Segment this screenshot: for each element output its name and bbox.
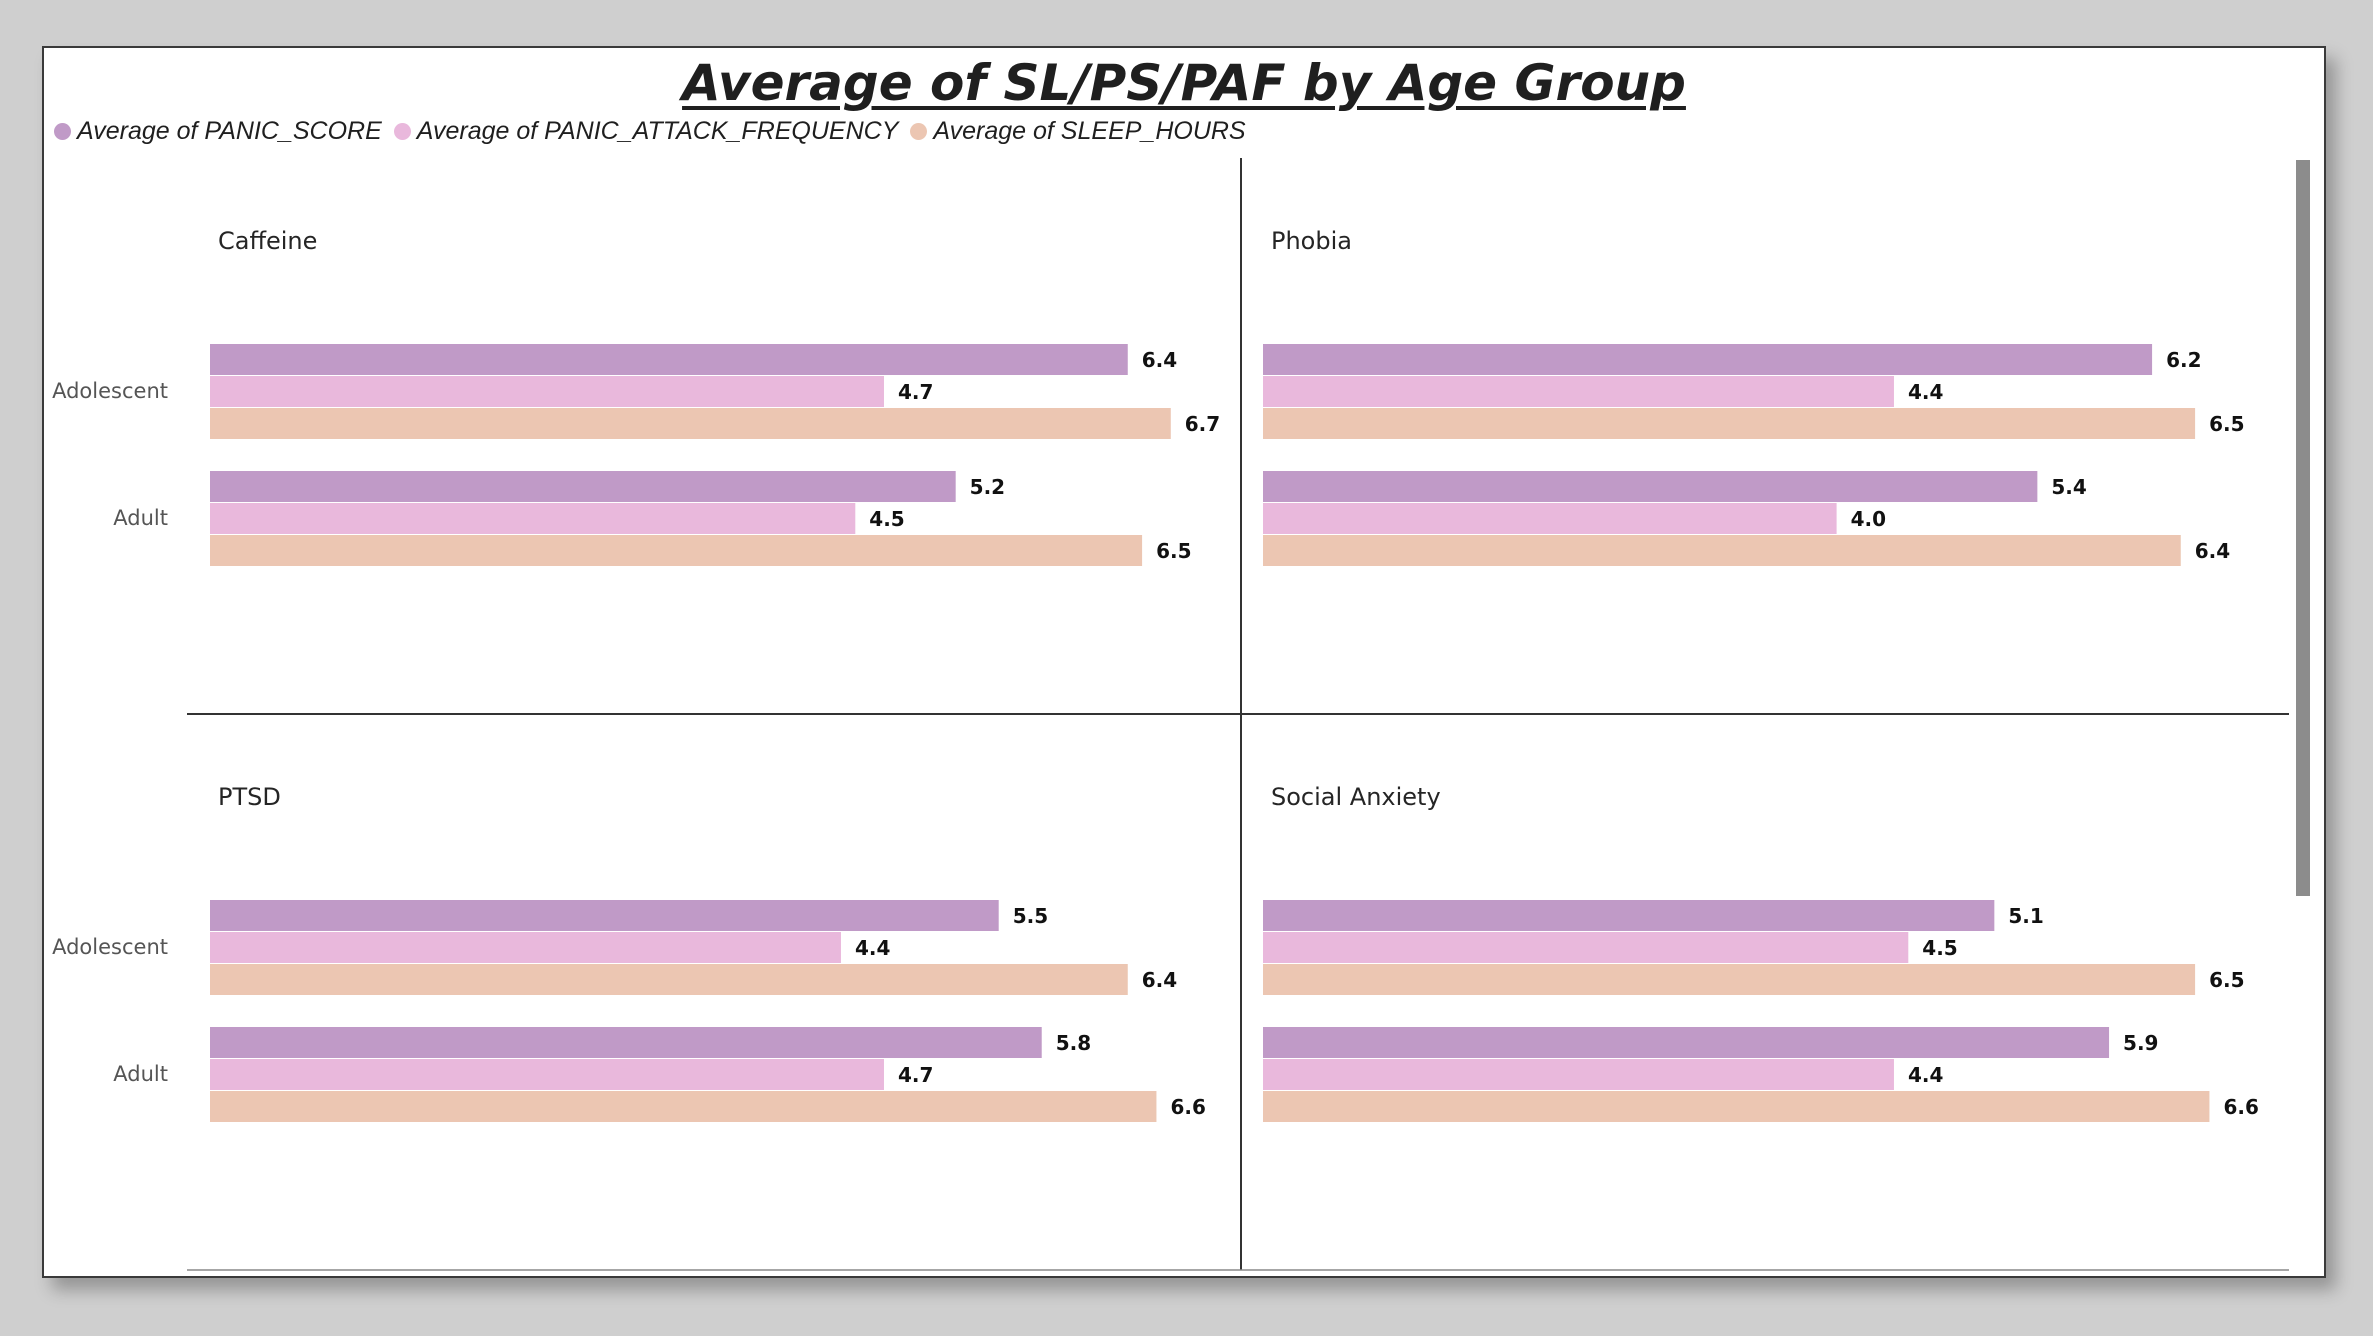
data-label-phobia-adult-average-of-sleep-hours: 6.4	[2195, 539, 2230, 563]
bar-ptsd-adolescent-average-of-sleep-hours	[210, 964, 1128, 995]
data-label-caffeine-adult-average-of-sleep-hours: 6.5	[1156, 539, 1191, 563]
data-label-phobia-adolescent-average-of-panic-attack-frequency: 4.4	[1908, 380, 1943, 404]
panel-title-caffeine: Caffeine	[218, 227, 317, 255]
panel-title-phobia: Phobia	[1271, 227, 1352, 255]
data-label-social-anxiety-adult-average-of-sleep-hours: 6.6	[2223, 1095, 2258, 1119]
data-label-caffeine-adolescent-average-of-sleep-hours: 6.7	[1185, 412, 1220, 436]
category-label-adult: Adult	[113, 506, 168, 530]
category-label-adolescent: Adolescent	[52, 935, 168, 959]
category-label-adult: Adult	[113, 1062, 168, 1086]
bar-social-anxiety-adult-average-of-panic-attack-frequency	[1263, 1059, 1894, 1090]
legend-dot-panic-attack-frequency-icon	[393, 122, 411, 140]
panel-title-social-anxiety: Social Anxiety	[1271, 783, 1441, 811]
legend-dot-sleep-hours-icon	[910, 122, 928, 140]
bar-phobia-adult-average-of-panic-score	[1263, 471, 2038, 502]
data-label-ptsd-adolescent-average-of-panic-attack-frequency: 4.4	[855, 936, 890, 960]
bar-ptsd-adult-average-of-panic-attack-frequency	[210, 1059, 884, 1090]
bar-social-anxiety-adult-average-of-panic-score	[1263, 1027, 2110, 1058]
data-label-ptsd-adolescent-average-of-panic-score: 5.5	[1013, 904, 1048, 928]
vertical-scrollbar[interactable]	[2296, 160, 2310, 896]
category-label-adolescent: Adolescent	[52, 379, 168, 403]
data-label-social-anxiety-adult-average-of-panic-attack-frequency: 4.4	[1908, 1063, 1943, 1087]
bar-caffeine-adolescent-average-of-panic-score	[210, 344, 1128, 375]
bar-phobia-adolescent-average-of-panic-score	[1263, 344, 2153, 375]
legend: Average of PANIC_SCORE Average of PANIC_…	[54, 114, 1246, 148]
bar-caffeine-adult-average-of-sleep-hours	[210, 535, 1143, 566]
bar-ptsd-adolescent-average-of-panic-score	[210, 900, 999, 931]
bar-caffeine-adult-average-of-panic-score	[210, 471, 956, 502]
legend-item-sleep-hours[interactable]: Average of SLEEP_HOURS	[910, 116, 1246, 146]
bar-social-anxiety-adolescent-average-of-panic-score	[1263, 900, 1995, 931]
data-label-social-anxiety-adult-average-of-panic-score: 5.9	[2123, 1031, 2158, 1055]
bar-social-anxiety-adolescent-average-of-panic-attack-frequency	[1263, 932, 1909, 963]
data-label-phobia-adult-average-of-panic-attack-frequency: 4.0	[1851, 507, 1886, 531]
data-label-ptsd-adult-average-of-panic-attack-frequency: 4.7	[898, 1063, 933, 1087]
bar-phobia-adolescent-average-of-panic-attack-frequency	[1263, 376, 1894, 407]
bar-phobia-adult-average-of-panic-attack-frequency	[1263, 503, 1837, 534]
legend-item-panic-attack-frequency[interactable]: Average of PANIC_ATTACK_FREQUENCY	[393, 116, 899, 146]
legend-label-panic-score: Average of PANIC_SCORE	[77, 116, 382, 145]
data-label-ptsd-adult-average-of-sleep-hours: 6.6	[1170, 1095, 1205, 1119]
data-label-social-anxiety-adolescent-average-of-sleep-hours: 6.5	[2209, 968, 2244, 992]
data-label-caffeine-adolescent-average-of-panic-score: 6.4	[1142, 348, 1177, 372]
bar-caffeine-adolescent-average-of-panic-attack-frequency	[210, 376, 884, 407]
data-label-caffeine-adult-average-of-panic-score: 5.2	[970, 475, 1005, 499]
data-label-ptsd-adolescent-average-of-sleep-hours: 6.4	[1142, 968, 1177, 992]
panel-title-ptsd: PTSD	[218, 783, 281, 811]
bar-ptsd-adolescent-average-of-panic-attack-frequency	[210, 932, 841, 963]
bar-caffeine-adolescent-average-of-sleep-hours	[210, 408, 1171, 439]
bar-phobia-adolescent-average-of-sleep-hours	[1263, 408, 2196, 439]
legend-dot-panic-score-icon	[54, 122, 71, 140]
data-label-caffeine-adolescent-average-of-panic-attack-frequency: 4.7	[898, 380, 933, 404]
data-label-social-anxiety-adolescent-average-of-panic-attack-frequency: 4.5	[1922, 936, 1957, 960]
bar-social-anxiety-adult-average-of-sleep-hours	[1263, 1091, 2210, 1122]
bar-caffeine-adult-average-of-panic-attack-frequency	[210, 503, 856, 534]
legend-label-sleep-hours: Average of SLEEP_HOURS	[933, 116, 1246, 145]
data-label-phobia-adolescent-average-of-sleep-hours: 6.5	[2209, 412, 2244, 436]
chart-title: Average of SL/PS/PAF by Age Group	[682, 54, 1686, 112]
data-label-caffeine-adult-average-of-panic-attack-frequency: 4.5	[869, 507, 904, 531]
data-label-ptsd-adult-average-of-panic-score: 5.8	[1056, 1031, 1091, 1055]
bar-ptsd-adult-average-of-panic-score	[210, 1027, 1042, 1058]
bar-social-anxiety-adolescent-average-of-sleep-hours	[1263, 964, 2196, 995]
data-label-phobia-adolescent-average-of-panic-score: 6.2	[2166, 348, 2201, 372]
chart-card: Average of SL/PS/PAF by Age Group Averag…	[42, 46, 2326, 1278]
legend-label-panic-attack-frequency: Average of PANIC_ATTACK_FREQUENCY	[416, 116, 899, 145]
bar-phobia-adult-average-of-sleep-hours	[1263, 535, 2181, 566]
data-label-social-anxiety-adolescent-average-of-panic-score: 5.1	[2008, 904, 2043, 928]
bar-ptsd-adult-average-of-sleep-hours	[210, 1091, 1157, 1122]
legend-item-panic-score[interactable]: Average of PANIC_SCORE	[54, 117, 382, 146]
small-multiples-plot: Caffeine Adolescent 6.4 4.7 6.7 Adult 5.2 4.5 6.…	[52, 158, 2289, 1271]
data-label-phobia-adult-average-of-panic-score: 5.4	[2051, 475, 2086, 499]
